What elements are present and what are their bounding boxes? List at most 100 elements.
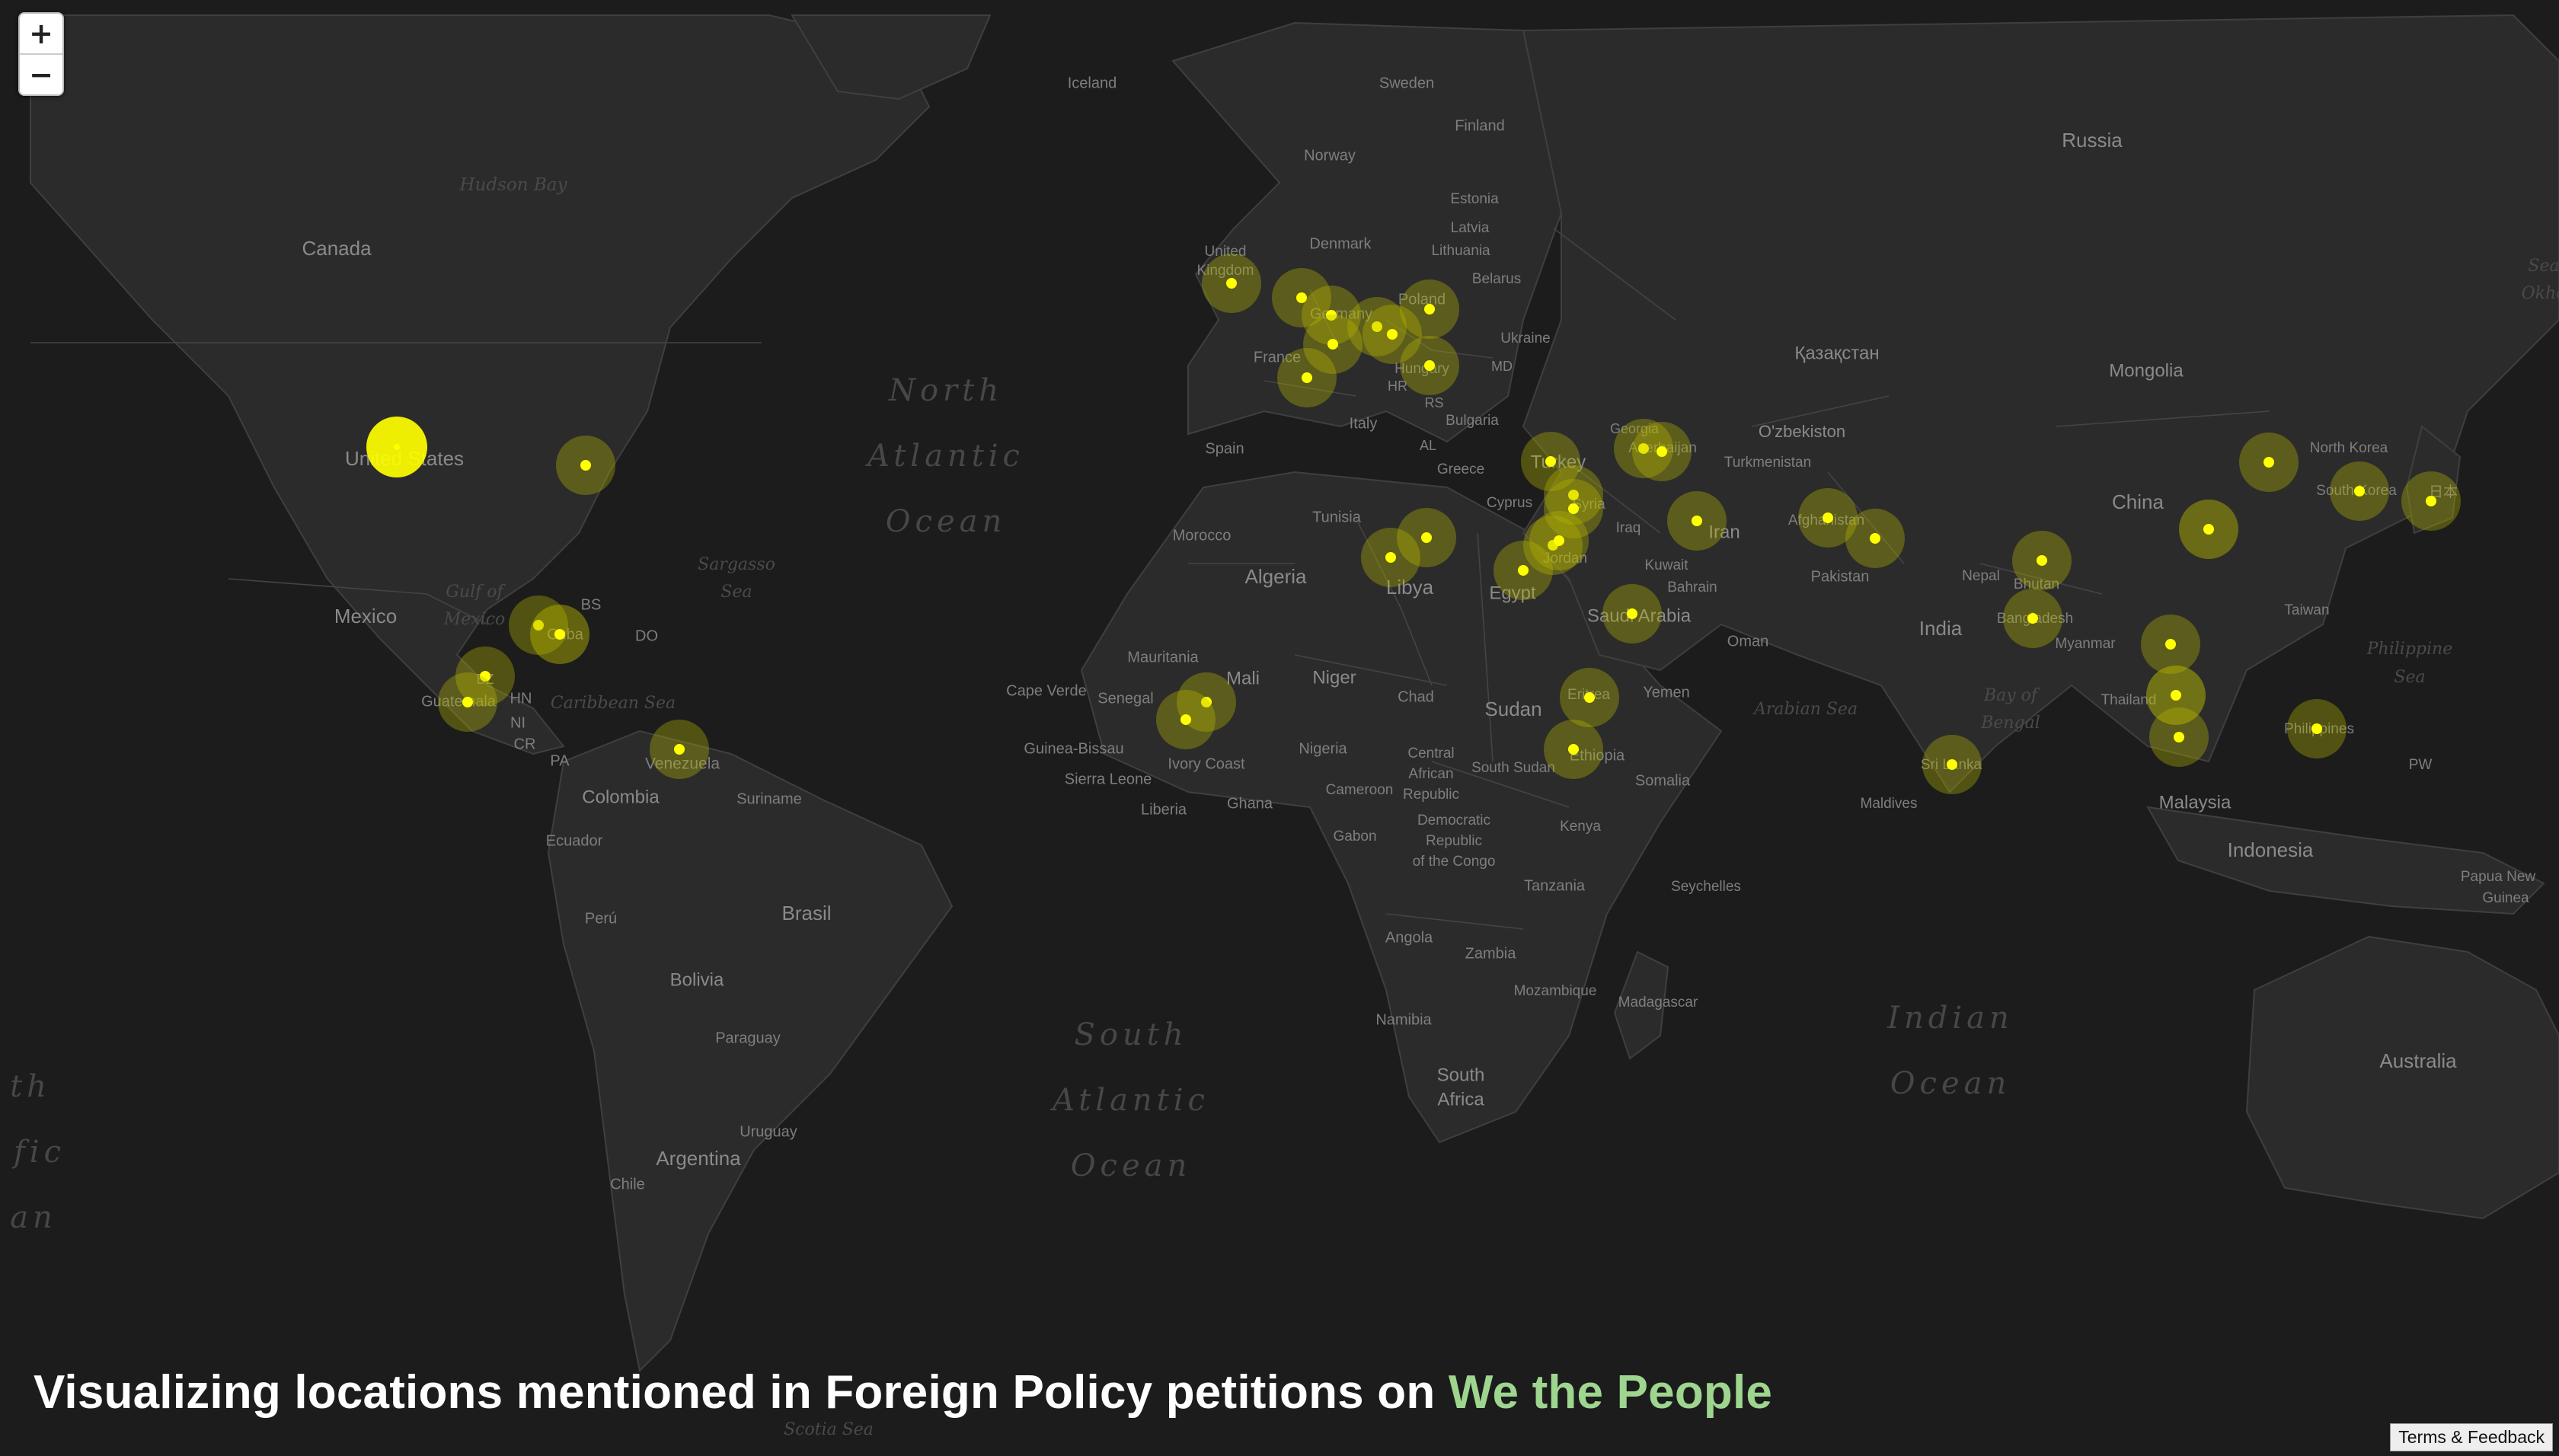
marker-dot[interactable] <box>1554 535 1564 546</box>
marker-dot[interactable] <box>1387 329 1398 340</box>
marker-dot[interactable] <box>554 629 565 640</box>
marker-dot[interactable] <box>1327 339 1338 350</box>
marker-dot[interactable] <box>1326 310 1337 321</box>
marker-dot[interactable] <box>1424 304 1435 315</box>
location-marker[interactable] <box>438 672 497 732</box>
location-marker[interactable] <box>556 436 615 495</box>
marker-dot[interactable] <box>1421 532 1432 543</box>
location-marker[interactable] <box>2003 589 2062 648</box>
terms-feedback-link[interactable]: Terms & Feedback <box>2390 1423 2553 1451</box>
location-marker[interactable] <box>1845 509 1905 568</box>
marker-dot[interactable] <box>1692 516 1702 526</box>
marker-dot[interactable] <box>1638 443 1649 454</box>
location-marker[interactable] <box>2401 471 2461 531</box>
map-label: Sea <box>720 583 752 602</box>
location-marker[interactable] <box>1544 720 1603 779</box>
marker-dot[interactable] <box>2027 613 2038 624</box>
location-marker[interactable] <box>2012 531 2072 590</box>
marker-dot[interactable] <box>1823 512 1833 523</box>
marker-dot[interactable] <box>1180 714 1191 725</box>
location-marker[interactable] <box>366 417 427 477</box>
marker-dot[interactable] <box>1656 446 1667 457</box>
location-marker[interactable] <box>1303 315 1363 374</box>
marker-dot[interactable] <box>2263 457 2274 468</box>
marker-dot[interactable] <box>1584 692 1595 703</box>
marker-dot[interactable] <box>1568 744 1579 755</box>
location-marker[interactable] <box>1798 488 1858 548</box>
marker-dot[interactable] <box>1568 490 1579 500</box>
location-marker[interactable] <box>650 720 709 779</box>
marker-dot[interactable] <box>1302 372 1312 383</box>
location-marker[interactable] <box>1560 668 1619 727</box>
location-marker[interactable] <box>1397 508 1456 567</box>
zoom-out-button[interactable]: − <box>20 53 62 94</box>
location-marker[interactable] <box>1521 432 1580 491</box>
marker-dot[interactable] <box>2354 486 2365 497</box>
marker-dot[interactable] <box>1372 321 1382 332</box>
map-label: Kenya <box>1560 819 1601 835</box>
location-marker[interactable] <box>2179 500 2238 559</box>
location-marker[interactable] <box>1632 422 1692 481</box>
location-marker[interactable] <box>1667 491 1727 551</box>
marker-dot[interactable] <box>480 671 490 682</box>
marker-dot[interactable] <box>1226 278 1237 289</box>
location-marker[interactable] <box>509 595 568 655</box>
map-label: Scotia Sea <box>784 1420 874 1439</box>
location-marker[interactable] <box>1277 348 1337 407</box>
marker-dot[interactable] <box>1296 292 1307 303</box>
marker-dot[interactable] <box>1201 697 1212 707</box>
location-marker[interactable] <box>2287 699 2347 758</box>
marker-dot[interactable] <box>1627 608 1637 619</box>
location-marker[interactable] <box>1202 254 1261 313</box>
marker-dot[interactable] <box>462 697 473 707</box>
location-marker[interactable] <box>2149 707 2209 767</box>
location-marker[interactable] <box>1361 528 1420 587</box>
we-the-people-link[interactable]: We the People <box>1448 1366 1773 1419</box>
marker-dot[interactable] <box>674 744 685 755</box>
location-markers[interactable] <box>366 254 2461 794</box>
location-marker[interactable] <box>1602 584 1662 643</box>
location-marker[interactable] <box>1400 279 1459 339</box>
marker-dot[interactable] <box>533 620 544 631</box>
location-marker[interactable] <box>2146 666 2206 725</box>
location-marker[interactable] <box>1544 465 1603 525</box>
marker-dot[interactable] <box>580 460 591 471</box>
location-marker[interactable] <box>1614 419 1673 478</box>
marker-dot[interactable] <box>2037 555 2047 566</box>
location-marker[interactable] <box>1529 511 1589 570</box>
location-marker[interactable] <box>2330 461 2389 521</box>
location-marker[interactable] <box>1272 268 1331 327</box>
marker-dot[interactable] <box>1947 759 1957 770</box>
marker-dot[interactable] <box>1518 565 1529 576</box>
location-marker[interactable] <box>1400 336 1459 395</box>
location-marker[interactable] <box>1922 735 1982 794</box>
marker-dot[interactable] <box>2426 496 2436 506</box>
location-marker[interactable] <box>455 647 515 706</box>
location-marker[interactable] <box>530 605 589 664</box>
location-marker[interactable] <box>2239 433 2299 492</box>
marker-dot[interactable] <box>1870 533 1880 544</box>
location-marker[interactable] <box>1302 286 1361 345</box>
marker-dot[interactable] <box>2203 524 2214 535</box>
marker-dot[interactable] <box>1545 456 1556 467</box>
location-marker[interactable] <box>1177 672 1236 732</box>
marker-dot[interactable] <box>2171 690 2181 701</box>
marker-dot[interactable] <box>2165 639 2176 650</box>
map-label: Қазақстан <box>1794 343 1879 363</box>
marker-dot[interactable] <box>1568 503 1579 514</box>
location-marker[interactable] <box>1494 541 1553 600</box>
marker-dot[interactable] <box>2174 732 2184 742</box>
marker-dot[interactable] <box>1424 360 1435 371</box>
location-marker[interactable] <box>2141 615 2200 674</box>
marker-dot[interactable] <box>394 444 400 450</box>
marker-dot[interactable] <box>2311 723 2322 734</box>
location-marker[interactable] <box>1544 479 1603 538</box>
location-marker[interactable] <box>1363 305 1422 364</box>
marker-dot[interactable] <box>1385 552 1396 563</box>
location-marker[interactable] <box>1347 297 1407 356</box>
zoom-in-button[interactable]: + <box>29 17 53 50</box>
location-marker[interactable] <box>1156 690 1216 749</box>
map-label: Hudson Bay <box>459 175 568 195</box>
